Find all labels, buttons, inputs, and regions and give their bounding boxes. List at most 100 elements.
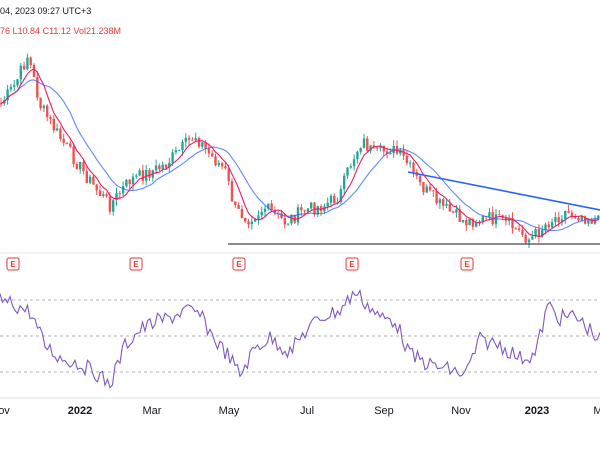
candle [356, 150, 359, 164]
candle-body [135, 175, 138, 177]
candle-body [82, 162, 85, 172]
candle-body [42, 105, 46, 109]
ma-slow-line [0, 79, 599, 232]
candle [333, 193, 336, 205]
candle-body [59, 128, 62, 139]
earnings-marker-box [129, 257, 143, 271]
candle [29, 56, 32, 69]
candle [409, 160, 412, 168]
candle-body [385, 151, 389, 154]
candle-body [234, 201, 237, 205]
candle-body [455, 209, 458, 213]
candle [379, 143, 382, 152]
candle-body [92, 176, 95, 185]
candle [425, 184, 428, 193]
candle [49, 115, 52, 125]
candle [471, 217, 475, 231]
candle [168, 157, 171, 173]
candle-body [564, 210, 567, 220]
candle [82, 159, 85, 175]
candle-body [511, 218, 514, 229]
candle-body [475, 223, 478, 227]
candle-body [247, 221, 250, 225]
candle-body [537, 229, 541, 237]
candle-body [409, 162, 412, 164]
candle [19, 62, 22, 86]
candle-body [554, 217, 557, 223]
candle-body [352, 159, 356, 167]
candle [597, 215, 600, 221]
candle [125, 179, 128, 188]
candle-body [112, 200, 115, 212]
earnings-marker: E [232, 257, 246, 271]
candle [277, 211, 280, 219]
candle-body [128, 179, 131, 185]
x-tick-label: Mar [143, 405, 162, 417]
candle [26, 53, 29, 71]
candle-body [445, 203, 448, 206]
x-axis-ticks: ov 2022 Mar May Jul Sep Nov 2023 M [0, 405, 600, 417]
candle [524, 232, 527, 244]
x-tick-label: 2022 [68, 405, 92, 417]
candle-body [230, 181, 234, 202]
candle [329, 193, 333, 208]
candle [42, 104, 46, 113]
candle-body [379, 145, 382, 149]
candle-body [356, 151, 359, 160]
candle [240, 205, 244, 219]
candle [458, 205, 461, 222]
candle [537, 224, 541, 243]
candle-body [184, 137, 187, 142]
candle-body [590, 219, 593, 224]
candle-body [524, 234, 527, 243]
ma-fast-line [0, 68, 599, 238]
candle [564, 210, 567, 224]
candle-body [13, 85, 16, 87]
candle-body [49, 117, 52, 119]
x-tick-label: Jul [300, 405, 314, 417]
candle-body [273, 210, 277, 213]
candle-body [369, 145, 372, 151]
candle [105, 192, 108, 198]
candle-body [158, 165, 161, 170]
candle [263, 205, 267, 218]
candle-body [428, 186, 432, 191]
candle-body [435, 191, 438, 204]
candle-body [339, 189, 343, 203]
candle [102, 191, 105, 198]
candle [257, 210, 260, 225]
candle [339, 185, 343, 205]
candle [174, 146, 178, 155]
candle [65, 142, 69, 145]
candle [428, 183, 432, 192]
candle [250, 216, 253, 230]
candle-body [346, 167, 349, 176]
candle-body [587, 219, 590, 224]
candle-body [333, 195, 336, 203]
candle [306, 208, 310, 213]
candle [303, 209, 306, 214]
candle-body [389, 153, 392, 155]
candle [247, 218, 250, 229]
candle-body [362, 138, 366, 148]
x-tick-label: 2023 [525, 405, 549, 417]
candle-body [481, 215, 484, 222]
candle-body [547, 224, 550, 228]
earnings-marker-box [460, 257, 474, 271]
candle-body [521, 230, 524, 235]
candle [475, 219, 478, 228]
candle [207, 143, 211, 158]
candle-body [300, 207, 303, 211]
candle-body [531, 236, 534, 240]
candle [184, 133, 187, 148]
candle [187, 135, 191, 145]
candle [445, 200, 448, 209]
candle [227, 164, 230, 186]
candle [13, 80, 16, 92]
candle [481, 215, 484, 225]
candle-body [22, 65, 26, 70]
candle-body [316, 206, 319, 215]
candle-body [214, 156, 217, 166]
candle-body [349, 166, 352, 168]
candle-body [366, 138, 369, 151]
